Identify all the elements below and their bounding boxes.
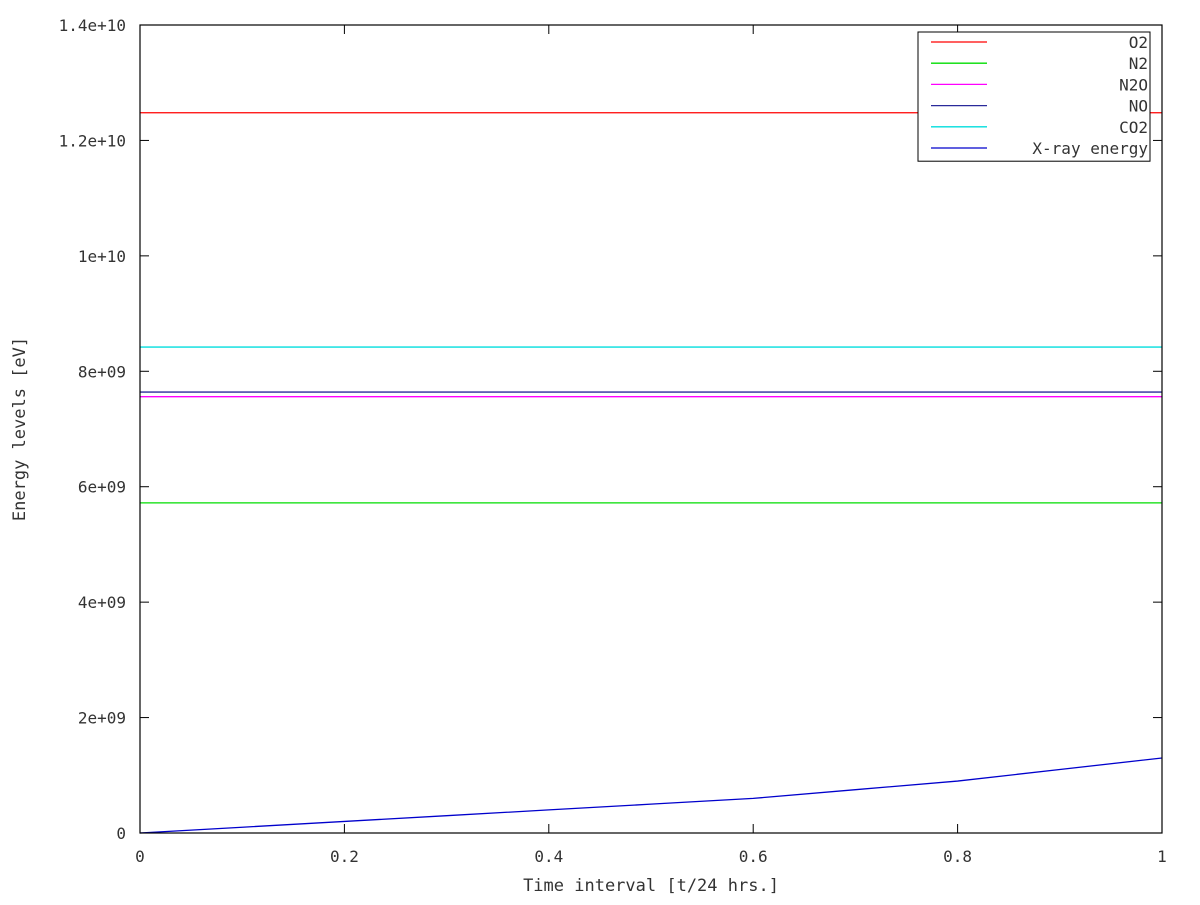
x-tick-label-0: 0 (135, 847, 145, 866)
y-axis-label: Energy levels [eV] (10, 337, 30, 521)
legend-label-no: NO (1129, 97, 1148, 116)
legend-label-o2: O2 (1129, 33, 1148, 52)
y-tick-label-2: 4e+09 (78, 593, 126, 612)
legend-label-co2: CO2 (1119, 118, 1148, 137)
y-tick-label-0: 0 (116, 824, 126, 843)
legend-label-x-ray-energy: X-ray energy (1032, 139, 1148, 158)
legend: O2 N2 N2O NO CO2 X-ray energy (917, 31, 1151, 162)
plot-marks (139, 112, 1163, 834)
x-tick-label-5: 1 (1157, 847, 1167, 866)
y-tick-label-6: 1.2e+10 (59, 131, 126, 150)
x-tick-label-4: 0.8 (943, 847, 972, 866)
y-tick-label-7: 1.4e+10 (59, 16, 126, 35)
legend-label-n2: N2 (1129, 54, 1148, 73)
x-axis-label: Time interval [t/24 hrs.] (523, 876, 779, 896)
x-tick-label-1: 0.2 (330, 847, 359, 866)
axis-ticks: 0 0.2 0.4 0.6 0.8 1 0 2e+09 4e+09 6e+09 8e+09 1e+10… (59, 16, 1167, 866)
x-tick-label-3: 0.6 (739, 847, 768, 866)
plot-frame (139, 24, 1163, 834)
legend-box (917, 31, 1151, 162)
series-line-x-ray-energy (139, 757, 1163, 834)
legend-label-n2o: N2O (1119, 75, 1148, 94)
y-tick-label-1: 2e+09 (78, 709, 126, 728)
y-tick-label-5: 1e+10 (78, 247, 126, 266)
x-tick-label-2: 0.4 (534, 847, 563, 866)
y-tick-label-4: 8e+09 (78, 362, 126, 381)
y-tick-label-3: 6e+09 (78, 478, 126, 497)
